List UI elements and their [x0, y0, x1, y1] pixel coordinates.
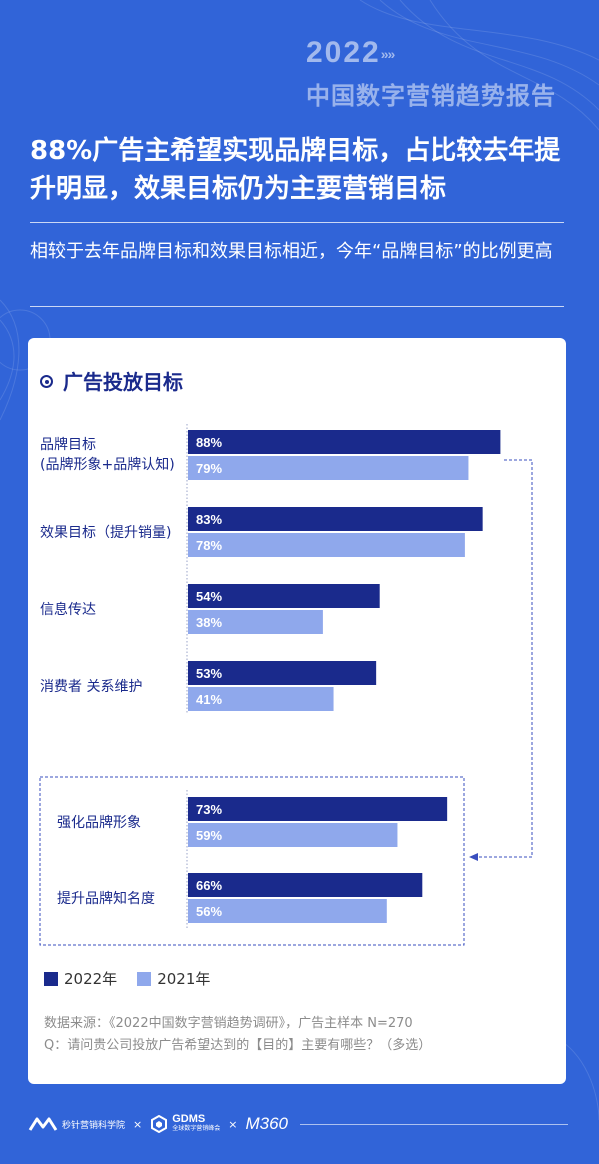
category-label-line: 效果目标（提升销量)	[40, 525, 171, 541]
miaozhen-logo-icon	[28, 1117, 58, 1131]
connector-dashed-line	[476, 459, 533, 858]
source-line-2: Q：请问贵公司投放广告希望达到的【目的】主要有哪些？（多选）	[44, 1038, 432, 1053]
chart-title-text: 广告投放目标	[63, 370, 183, 394]
footer-org-2: GDMS	[172, 1113, 206, 1125]
legend-swatch-2021	[137, 971, 152, 986]
category-label-4: 强化品牌形象	[57, 814, 141, 831]
bar-2021年-4	[188, 823, 398, 847]
bar-value-label-2021年-3: 41%	[196, 692, 222, 707]
connector-arrow-icon	[469, 853, 478, 861]
bar-2022年-0	[188, 430, 501, 454]
bar-value-label-2021年-4: 59%	[196, 828, 222, 843]
gdms-logo-icon	[151, 1115, 168, 1133]
legend-label-2022: 2022年	[64, 970, 118, 988]
bar-2022年-1	[188, 507, 483, 531]
legend-item-2022: 2022年	[44, 968, 117, 989]
bar-2022年-2	[188, 584, 380, 608]
footer-separator-2: ×	[228, 1117, 238, 1131]
source-line-1: 数据来源：《2022中国数字营销趋势调研》，广告主样本 N=270	[44, 1016, 413, 1031]
bar-value-label-2021年-5: 56%	[196, 904, 222, 919]
bar-2021年-5	[188, 899, 387, 923]
chart-card: 广告投放目标 品牌目标 (品牌形象+品牌认知) 88% 79% 效果目标（提升销量) 83…	[28, 338, 566, 1084]
gdms-logo-text: GDMS 全球数字营销峰会	[172, 1114, 220, 1134]
bar-2021年-1	[188, 533, 465, 557]
category-label-0: 品牌目标 (品牌形象+品牌认知)	[40, 436, 175, 473]
bar-chart: 品牌目标 (品牌形象+品牌认知) 88% 79% 效果目标（提升销量) 83% 78% 信息传…	[39, 424, 533, 946]
brand-report-title: 中国数字营销趋势报告	[306, 82, 556, 110]
footer-org-3: M360	[245, 1114, 288, 1133]
sub-category-group-box	[39, 776, 465, 946]
category-label-5: 提升品牌知名度	[57, 890, 155, 907]
page-headline: 88%广告主希望实现品牌目标，占比较去年提升明显，效果目标仍为主要营销目标	[30, 136, 561, 204]
footer-org-2-sub: 全球数字营销峰会	[172, 1125, 221, 1132]
category-label-line: 强化品牌形象	[57, 814, 141, 831]
category-label-line: 提升品牌知名度	[57, 890, 155, 907]
brand-year-arrows: »»	[380, 46, 396, 63]
bar-2022年-5	[188, 873, 423, 897]
footer-logos: 秒针营销科学院 × GDMS 全球数字营销峰会 × M360	[28, 1112, 568, 1136]
category-label-line: (品牌形象+品牌认知)	[40, 456, 175, 473]
bar-2021年-3	[188, 687, 334, 711]
brand-year: 2022»»	[306, 36, 396, 70]
bar-value-label-2022年-2: 54%	[196, 589, 222, 604]
divider-bottom	[30, 306, 564, 307]
bar-value-label-2022年-0: 88%	[196, 435, 222, 450]
footer-rule	[300, 1123, 568, 1125]
footer-org-1: 秒针营销科学院	[62, 1120, 126, 1131]
bar-value-label-2022年-4: 73%	[196, 802, 222, 817]
category-label-line: 品牌目标	[40, 436, 96, 453]
chart-legend: 2022年 2021年	[44, 968, 210, 989]
bar-value-label-2022年-1: 83%	[196, 512, 222, 527]
page-subhead: 相较于去年品牌目标和效果目标相近，今年“品牌目标”的比例更高	[30, 241, 553, 262]
bar-2022年-3	[188, 661, 377, 685]
category-label-2: 信息传达	[40, 601, 96, 618]
bar-2021年-2	[188, 610, 323, 634]
bar-value-label-2021年-2: 38%	[196, 615, 222, 630]
footer-separator-1: ×	[133, 1117, 143, 1131]
brand-year-text: 2022	[306, 36, 381, 69]
legend-swatch-2022	[44, 971, 58, 986]
bar-2022年-4	[188, 797, 448, 821]
bar-2021年-0	[188, 456, 469, 480]
divider-top	[30, 222, 564, 223]
bar-value-label-2022年-3: 53%	[196, 666, 222, 681]
category-label-line: 信息传达	[40, 601, 96, 618]
bar-value-label-2022年-5: 66%	[196, 878, 222, 893]
bar-value-label-2021年-0: 79%	[196, 461, 222, 476]
legend-item-2021: 2021年	[137, 968, 210, 989]
target-dot-icon	[40, 375, 53, 388]
chart-title: 广告投放目标	[40, 366, 183, 395]
category-label-1: 效果目标（提升销量)	[40, 525, 171, 541]
legend-label-2021: 2021年	[157, 970, 211, 988]
category-label-3: 消费者 关系维护	[40, 679, 142, 695]
category-label-line: 消费者 关系维护	[40, 679, 142, 695]
data-source-note: 数据来源：《2022中国数字营销趋势调研》，广告主样本 N=270 Q：请问贵公…	[44, 1013, 554, 1057]
bar-value-label-2021年-1: 78%	[196, 538, 222, 553]
